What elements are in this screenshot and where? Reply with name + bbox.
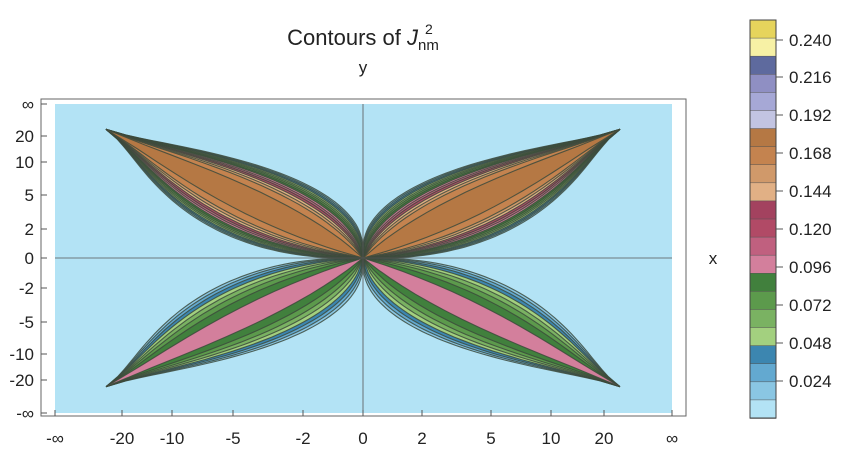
y-tick-label-1: ∞ xyxy=(22,95,34,114)
legend-label-1: 0.240 xyxy=(789,31,832,50)
legend-swatch-15 xyxy=(749,273,777,293)
legend-swatch-10 xyxy=(749,182,777,202)
x-tick-label-2: -20 xyxy=(110,429,135,448)
y-tick-label-11: -∞ xyxy=(16,404,34,423)
legend-swatch-14 xyxy=(749,254,777,275)
x-tick-label-3: -10 xyxy=(160,429,185,448)
legend-swatch-21 xyxy=(749,381,777,401)
legend-swatch-19 xyxy=(749,345,777,365)
x-tick-label-9: 10 xyxy=(542,429,561,448)
chart-title-subscript: nm xyxy=(418,37,439,54)
y-tick-label-9: -10 xyxy=(9,345,34,364)
legend-swatch-18 xyxy=(749,327,777,347)
y-tick-label-8: -5 xyxy=(19,313,34,332)
legend-swatch-4 xyxy=(749,74,777,94)
y-tick-label-2: 20 xyxy=(15,127,34,146)
contour-field xyxy=(55,104,672,413)
legend-swatch-2 xyxy=(749,37,777,57)
legend-swatch-22 xyxy=(749,399,777,419)
legend-frame xyxy=(749,19,777,419)
chart-title-superscript: 2 xyxy=(425,21,433,37)
legend-label-3: 0.192 xyxy=(789,106,832,125)
legend-swatch-6 xyxy=(749,110,777,130)
y-tick-label-4: 5 xyxy=(25,186,34,205)
chart-title-symbol: J xyxy=(406,25,419,50)
legend-swatch-17 xyxy=(749,309,777,329)
legend-label-7: 0.096 xyxy=(789,258,832,277)
legend-label-10: 0.024 xyxy=(789,372,832,391)
legend-swatch-12 xyxy=(749,218,777,238)
legend-swatch-13 xyxy=(749,236,777,256)
legend-label-6: 0.120 xyxy=(789,220,832,239)
legend-swatch-5 xyxy=(749,92,777,112)
legend-label-4: 0.168 xyxy=(789,144,832,163)
y-tick-label-7: -2 xyxy=(19,279,34,298)
chart-title-prefix: Contours of xyxy=(287,25,407,50)
x-axis-label: x xyxy=(709,249,718,268)
x-tick-label-11: ∞ xyxy=(666,429,678,448)
contour-band-14 xyxy=(106,128,620,259)
x-tick-label-6: 0 xyxy=(358,429,367,448)
legend-swatch-1 xyxy=(749,19,777,39)
x-tick-label-8: 5 xyxy=(486,429,495,448)
y-tick-label-6: 0 xyxy=(25,249,34,268)
legend-swatch-8 xyxy=(749,146,777,166)
legend: 0.240 0.216 0.192 0.168 0.144 0.120 0.096 0.072… xyxy=(749,19,832,419)
legend-label-2: 0.216 xyxy=(789,68,832,87)
y-tick-label-5: 2 xyxy=(25,220,34,239)
x-tick-label-10: 20 xyxy=(595,429,614,448)
legend-swatch-20 xyxy=(749,363,777,383)
legend-swatch-16 xyxy=(749,291,777,311)
legend-swatch-7 xyxy=(749,128,777,148)
y-tick-label-3: 10 xyxy=(15,153,34,172)
legend-swatch-9 xyxy=(749,164,777,184)
legend-label-9: 0.048 xyxy=(789,334,832,353)
x-tick-label-4: -5 xyxy=(225,429,240,448)
x-tick-label-7: 2 xyxy=(417,429,426,448)
legend-swatch-3 xyxy=(749,55,777,76)
plot-area xyxy=(40,98,687,417)
legend-label-8: 0.072 xyxy=(789,296,832,315)
legend-label-5: 0.144 xyxy=(789,182,832,201)
chart-title: Contours of Jnm xyxy=(287,25,439,54)
x-tick-label-5: -2 xyxy=(295,429,310,448)
x-tick-label-1: -∞ xyxy=(46,429,64,448)
y-axis-label: y xyxy=(359,58,368,77)
legend-swatch-11 xyxy=(749,200,777,220)
y-tick-label-10: -20 xyxy=(9,371,34,390)
